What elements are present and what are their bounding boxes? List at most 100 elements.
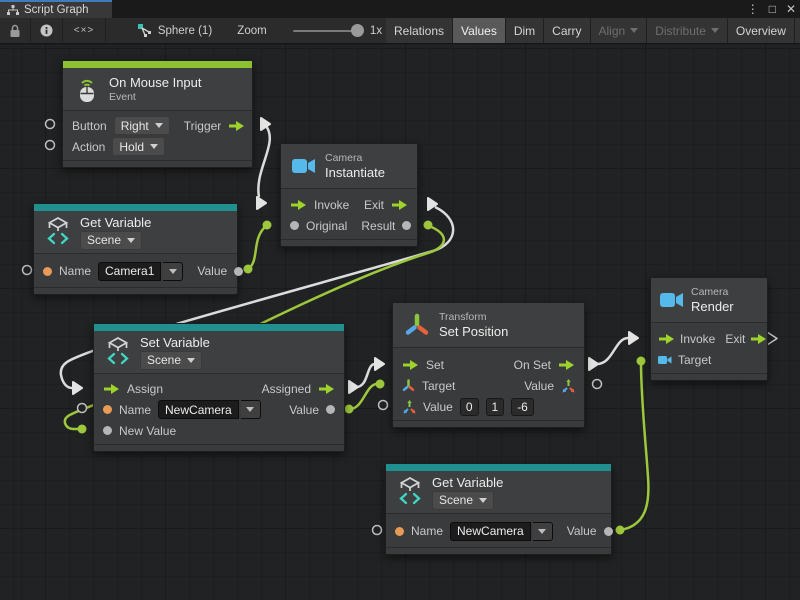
tab-bar: Script Graph ⋮ □ ✕ [0, 0, 800, 19]
variable-scope-dropdown[interactable]: Scene [80, 230, 143, 250]
result-port-label: Result [361, 218, 396, 233]
flow-output-port[interactable] [558, 359, 575, 371]
mouse-button-dropdown[interactable]: Right [113, 116, 170, 135]
camera-icon [292, 159, 315, 173]
value-output-port[interactable] [326, 405, 335, 414]
port-row-target: Target Value [393, 375, 584, 396]
node-footer [281, 239, 417, 246]
name-port-label: Name [411, 524, 444, 538]
port-row-flow: Invoke Exit [281, 194, 417, 215]
variable-name-dropdown-button[interactable] [532, 521, 553, 541]
variable-name-field[interactable]: NewCamera [450, 521, 531, 541]
maximize-icon[interactable]: □ [768, 2, 776, 16]
node-title: Get Variable [80, 214, 152, 230]
chevron-down-icon [538, 528, 547, 534]
value-output-port[interactable] [234, 266, 244, 276]
zoom-slider-handle[interactable] [351, 24, 364, 37]
transform-port-icon[interactable] [402, 379, 415, 392]
camera-port-icon[interactable] [658, 355, 672, 365]
code-view-button[interactable]: <×> [63, 18, 106, 43]
variable-accent-bar [94, 324, 344, 331]
node-camera-render[interactable]: Camera Render Invoke Exit Target [650, 277, 768, 381]
set-port-label: Set [426, 357, 445, 372]
variable-icon [47, 217, 69, 245]
node-set-position[interactable]: Transform Set Position Set On Set Target… [392, 302, 585, 428]
flow-input-port[interactable] [402, 359, 419, 371]
kebab-menu-icon[interactable]: ⋮ [746, 2, 759, 16]
toolbar-button-distribute[interactable]: Distribute [647, 18, 728, 43]
node-get-variable-1[interactable]: Get Variable Scene Name Camera1 Value [33, 203, 244, 295]
vector3-port-icon[interactable] [561, 378, 575, 393]
chevron-down-icon [630, 28, 639, 33]
port-row-name: Name Camera1 Value [34, 259, 244, 283]
info-button[interactable] [31, 18, 63, 43]
port-row-button: Button Right Trigger [63, 115, 252, 136]
graph-toolbar: <×> Sphere (1) Zoom 1x Relations Values … [0, 18, 800, 44]
node-set-variable[interactable]: Set Variable Scene Assign Assigned Name … [93, 323, 345, 452]
vector-x-input[interactable]: 0 [459, 397, 479, 416]
transform-icon [405, 313, 429, 335]
variable-name-dropdown-button[interactable] [240, 400, 261, 419]
node-footer [34, 287, 237, 294]
vector3-port-icon[interactable] [402, 399, 416, 414]
node-footer [651, 373, 767, 380]
code-toggle-icon: <×> [73, 25, 95, 36]
node-category: Camera [691, 286, 729, 298]
flow-input-port[interactable] [103, 383, 120, 395]
port-row-flow: Set On Set [393, 354, 584, 375]
name-input-port[interactable] [103, 405, 112, 414]
flow-output-port[interactable] [318, 383, 335, 395]
variable-name-field[interactable]: NewCamera [158, 400, 239, 419]
variable-name-field[interactable]: Camera1 [98, 261, 162, 281]
variable-name-dropdown-button[interactable] [163, 261, 184, 281]
chevron-down-icon [246, 407, 255, 412]
toolbar-button-values[interactable]: Values [453, 18, 506, 43]
toolbar-button-fullscreen[interactable]: Full Screen [794, 18, 800, 43]
tab-script-graph[interactable]: Script Graph [0, 0, 112, 18]
chevron-down-icon [150, 144, 159, 149]
vector-z-input[interactable]: -6 [511, 397, 534, 416]
node-on-mouse-input[interactable]: On Mouse Input Event Button Right Trigge… [62, 60, 253, 168]
chevron-down-icon [187, 357, 196, 363]
variable-scope-dropdown[interactable]: Scene [140, 350, 203, 370]
zoom-label-wrap: Zoom [232, 18, 272, 43]
variable-scope-dropdown[interactable]: Scene [432, 490, 495, 510]
result-output-port[interactable] [402, 221, 412, 230]
new-value-input-port[interactable] [103, 426, 112, 435]
value-port-label: Value [566, 524, 597, 538]
toolbar-button-dim[interactable]: Dim [505, 18, 545, 43]
toolbar-button-carry[interactable]: Carry [544, 18, 591, 43]
zoom-slider-track[interactable] [293, 30, 361, 32]
chevron-down-icon [168, 268, 177, 274]
toolbar-button-relations[interactable]: Relations [386, 18, 454, 43]
button-port-label: Button [72, 118, 107, 133]
flow-input-port[interactable] [290, 199, 307, 211]
name-input-port[interactable] [43, 266, 52, 276]
name-input-port[interactable] [395, 526, 404, 536]
flow-output-port[interactable] [228, 120, 245, 132]
toolbar-button-align[interactable]: Align [590, 18, 648, 43]
close-icon[interactable]: ✕ [785, 2, 796, 16]
toolbar-button-overview[interactable]: Overview [727, 18, 795, 43]
mouse-action-dropdown[interactable]: Hold [112, 137, 166, 156]
zoom-value: 1x [369, 24, 383, 37]
vector-y-input[interactable]: 1 [485, 397, 505, 416]
trigger-port-label: Trigger [183, 118, 222, 133]
original-input-port[interactable] [290, 221, 299, 230]
invoke-port-label: Invoke [680, 331, 716, 346]
flow-output-port[interactable] [391, 199, 408, 211]
node-camera-instantiate[interactable]: Camera Instantiate Invoke Exit Original … [280, 143, 418, 247]
node-title: Set Position [439, 324, 509, 339]
flow-input-port[interactable] [658, 333, 675, 345]
mouse-icon [80, 79, 94, 102]
port-row-name: Name NewCamera Value [94, 399, 344, 420]
node-title: Set Variable [140, 334, 210, 350]
value-output-port[interactable] [603, 526, 613, 536]
node-category: Transform [439, 311, 487, 323]
node-footer [94, 444, 344, 451]
lock-button[interactable] [0, 18, 31, 43]
graph-breadcrumb[interactable]: Sphere (1) [130, 18, 220, 43]
node-get-variable-2[interactable]: Get Variable Scene Name NewCamera Value [385, 463, 613, 555]
flow-output-port[interactable] [750, 333, 767, 345]
